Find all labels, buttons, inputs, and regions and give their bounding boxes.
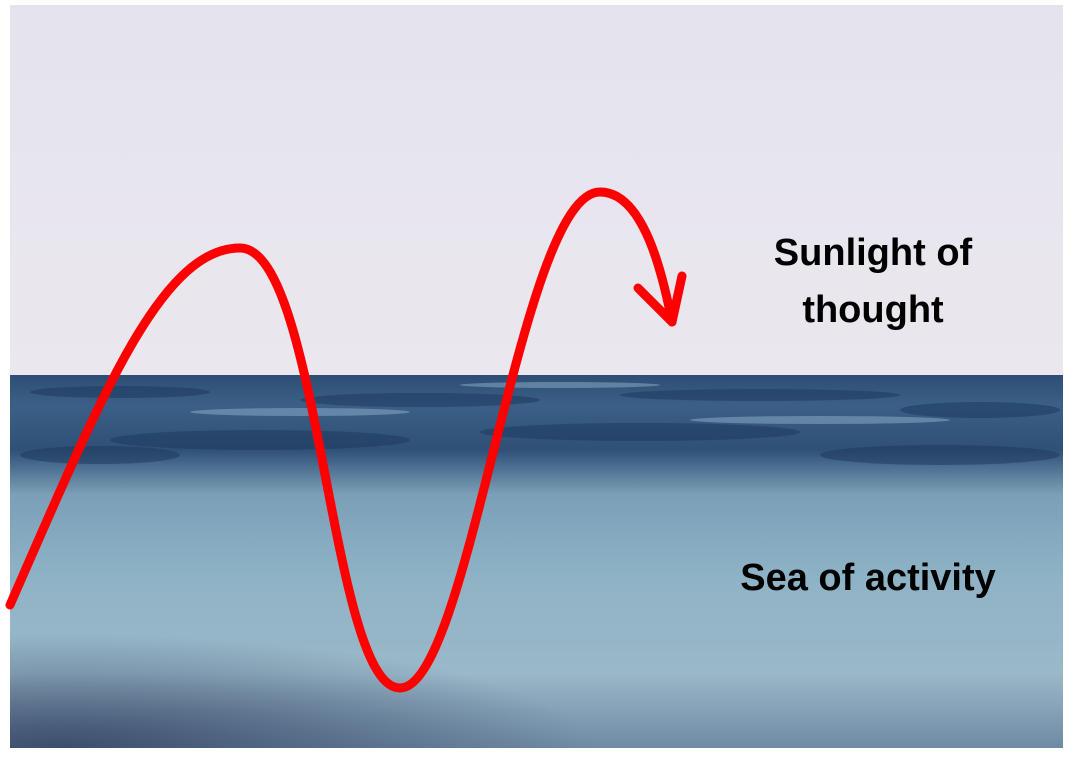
scene: Sunlight of thought Sea of activity	[0, 0, 1075, 762]
lower-label: Sea of activity	[740, 557, 996, 599]
page: Sunlight of thought Sea of activity (() …	[0, 0, 1075, 762]
sea-shadow	[10, 520, 1063, 748]
photo	[10, 5, 1063, 748]
upper-label-line: thought	[802, 289, 944, 331]
upper-label-line: Sunlight of	[774, 232, 973, 274]
